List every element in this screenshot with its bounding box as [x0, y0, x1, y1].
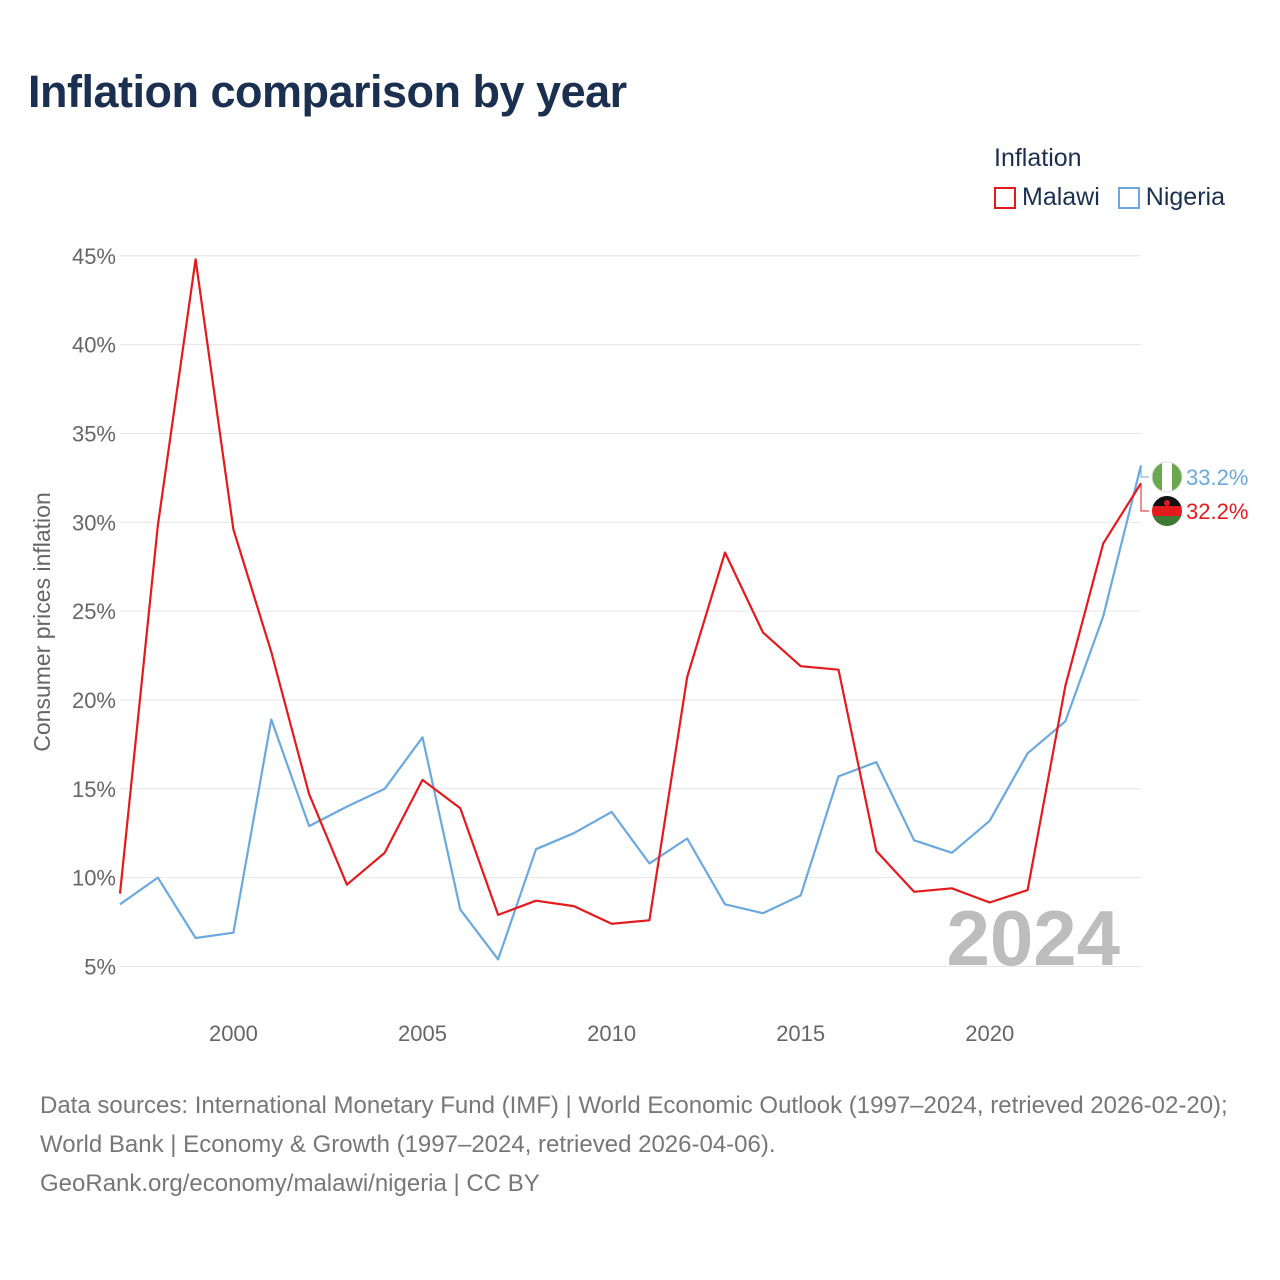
x-tick-label: 2010: [587, 1021, 636, 1046]
legend-swatch-malawi: [994, 186, 1016, 209]
grid: [120, 255, 1141, 967]
footer-credit[interactable]: GeoRank.org/economy/malawi/nigeria | CC …: [40, 1170, 540, 1197]
end-connector-malawi: [1140, 483, 1149, 512]
y-tick-label: 5%: [84, 954, 116, 979]
y-tick-label: 35%: [72, 421, 116, 446]
legend-item-nigeria[interactable]: Nigeria: [1117, 183, 1225, 212]
x-axis: 2000 2005 2010 2015 2020: [209, 1021, 1014, 1046]
x-tick-label: 2000: [209, 1021, 258, 1046]
x-tick-label: 2005: [398, 1021, 447, 1046]
nigeria-flag-icon: [1151, 461, 1183, 493]
footer: Data sources: International Monetary Fun…: [40, 1086, 1250, 1203]
y-axis-title: Consumer prices inflation: [29, 492, 55, 752]
x-tick-label: 2020: [965, 1021, 1014, 1046]
end-markers: 32.2% 33.2%: [1140, 465, 1248, 524]
y-tick-label: 30%: [72, 510, 116, 535]
malawi-flag-icon: [1152, 496, 1182, 526]
end-connector-nigeria: [1140, 465, 1149, 478]
legend: Inflation Malawi Nigeria: [994, 144, 1225, 212]
line-chart: 5%10%15%20%25%30%35%40%45% 2000 2005 2010 2…: [29, 244, 1248, 1046]
y-tick-label: 25%: [72, 599, 116, 624]
legend-swatch-nigeria: [1117, 186, 1140, 209]
year-watermark: 2024: [946, 894, 1120, 982]
series-line-nigeria[interactable]: [119, 465, 1143, 961]
y-axis: 5% 10% 15% 20% 25% 30% 35% 40% 45%: [72, 244, 116, 980]
legend-label-malawi: Malawi: [1022, 183, 1100, 211]
series-lines: [118, 258, 1143, 961]
x-tick-label: 2015: [776, 1021, 825, 1046]
y-tick-label: 40%: [72, 333, 116, 358]
end-label-nigeria: 33.2%: [1186, 465, 1248, 490]
y-tick-label: 10%: [72, 866, 116, 891]
y-tick-label: 20%: [72, 688, 116, 713]
chart-title: Inflation comparison by year: [28, 66, 627, 117]
end-label-malawi: 32.2%: [1186, 499, 1248, 524]
y-tick-label: 15%: [72, 777, 116, 802]
y-tick-label: 45%: [72, 244, 116, 269]
legend-title: Inflation: [994, 144, 1082, 172]
legend-label-nigeria: Nigeria: [1145, 183, 1225, 211]
series-line-malawi[interactable]: [118, 258, 1142, 925]
footer-sources: Data sources: International Monetary Fun…: [40, 1092, 1228, 1158]
legend-item-malawi[interactable]: Malawi: [994, 183, 1100, 212]
